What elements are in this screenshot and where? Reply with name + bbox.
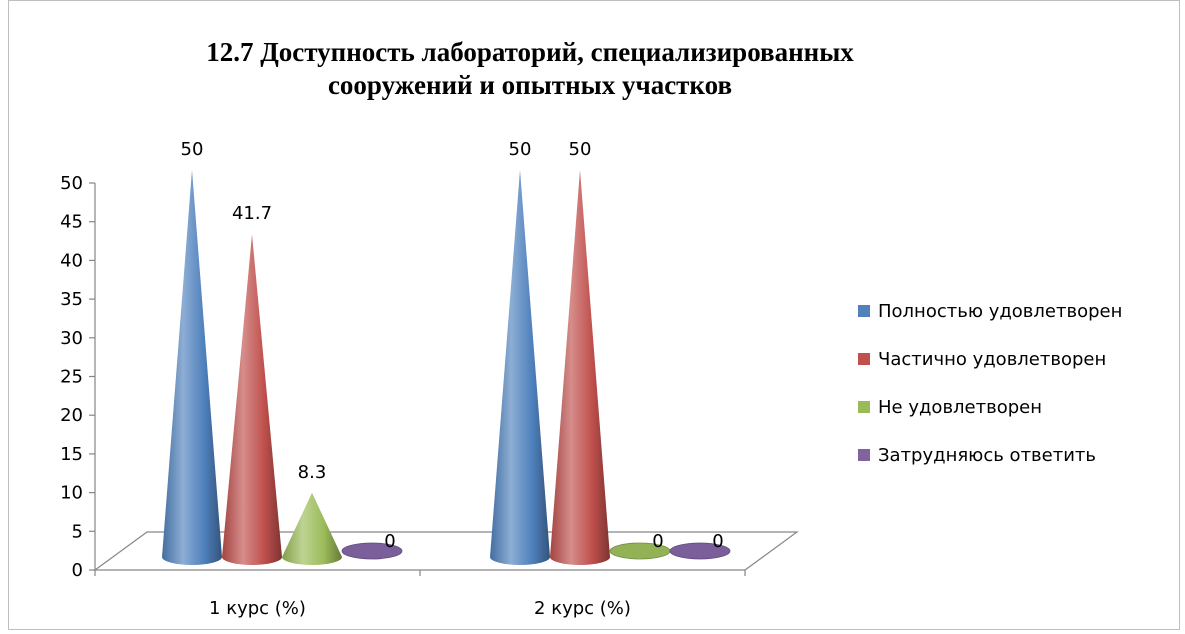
- legend-label: Затрудняюсь ответить: [878, 444, 1097, 466]
- chart-title-line-2: сооружений и опытных участков: [327, 70, 733, 100]
- legend-item-4: Затрудняюсь ответить: [858, 431, 1178, 479]
- cone-body: [490, 170, 550, 565]
- floor-plane: [93, 531, 799, 571]
- y-tick-label: 40: [60, 250, 83, 271]
- cone-body: [282, 492, 342, 565]
- cone-body: [550, 170, 610, 565]
- y-tick-label: 50: [60, 173, 83, 194]
- y-tick-label: 10: [60, 483, 83, 504]
- cone-body: [222, 234, 282, 565]
- legend-swatch: [858, 401, 870, 413]
- cone-2-1: [490, 170, 550, 565]
- chart-title-line-1: 12.7 Доступность лабораторий, специализи…: [206, 37, 854, 67]
- y-tick-label: 15: [60, 444, 83, 465]
- legend-item-3: Не удовлетворен: [858, 383, 1178, 431]
- y-tick-label: 20: [60, 405, 83, 426]
- cone-base-flat: [669, 542, 731, 560]
- y-tick-label: 30: [60, 328, 83, 349]
- cone-2-4: [669, 542, 731, 560]
- cone-2-2: [550, 170, 610, 565]
- y-tick-label: 45: [60, 212, 83, 233]
- cone-1-3: [282, 492, 342, 565]
- legend-swatch: [858, 449, 870, 461]
- x-category-label: 1 курс (%): [209, 598, 306, 619]
- y-tick-label: 5: [72, 521, 83, 542]
- y-tick-label: 25: [60, 367, 83, 388]
- cone-1-1: [162, 170, 222, 565]
- data-label: 0: [384, 531, 395, 552]
- cone-body: [162, 170, 222, 565]
- y-tick-label: 35: [60, 289, 83, 310]
- x-category-label: 2 курс (%): [534, 598, 631, 619]
- data-label: 0: [652, 531, 663, 552]
- cone-base-flat: [341, 542, 403, 560]
- legend-swatch: [858, 353, 870, 365]
- legend-swatch: [858, 305, 870, 317]
- chart-data-labels: 50 41.7 8.3 0 50 50 0 0: [181, 139, 724, 552]
- legend-label: Не удовлетворен: [878, 396, 1043, 418]
- data-label: 0: [712, 531, 723, 552]
- data-label: 50: [181, 139, 204, 160]
- legend-label: Частично удовлетворен: [878, 348, 1107, 370]
- chart-axes: 0 5 10 15 20 25 30 35 40 45 50 1 курс (%) 2 курс (%): [60, 173, 746, 619]
- cone-1-2: [222, 234, 282, 565]
- legend-item-1: Полностью удовлетворен: [858, 287, 1178, 335]
- chart-legend: Полностью удовлетворен Частично удовлетво…: [858, 287, 1178, 479]
- chart-cones: [162, 170, 731, 565]
- legend-item-2: Частично удовлетворен: [858, 335, 1178, 383]
- legend-label: Полностью удовлетворен: [878, 300, 1123, 322]
- data-label: 50: [509, 139, 532, 160]
- y-tick-label: 0: [72, 560, 83, 581]
- data-label: 41.7: [232, 203, 272, 224]
- cone-1-4: [341, 542, 403, 560]
- chart-floor: [93, 531, 799, 571]
- chart-title: 12.7 Доступность лабораторий, специализи…: [90, 36, 970, 102]
- data-label: 50: [569, 139, 592, 160]
- data-label: 8.3: [298, 462, 327, 483]
